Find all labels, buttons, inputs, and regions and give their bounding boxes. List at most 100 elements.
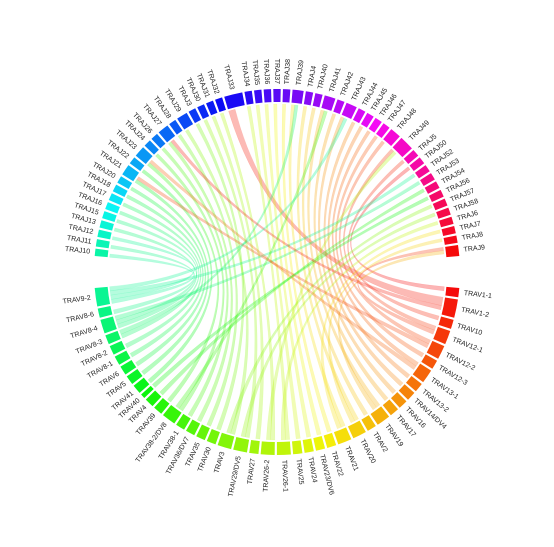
sector-label: TRAV27 xyxy=(247,458,257,485)
chord-link xyxy=(331,130,419,367)
sector xyxy=(145,390,162,407)
chord-link xyxy=(301,107,368,416)
sector-label: TRAJ35 xyxy=(251,60,261,86)
sector xyxy=(445,286,460,298)
chord-link xyxy=(113,227,197,329)
sector xyxy=(186,419,201,436)
sector-label: TRAV8-4 xyxy=(70,325,99,340)
sector-label: TRAJ34 xyxy=(240,61,251,87)
sector xyxy=(94,248,109,258)
links xyxy=(109,103,445,441)
sector xyxy=(112,184,128,197)
sector xyxy=(313,436,326,451)
sector xyxy=(95,239,110,249)
sector xyxy=(254,89,263,104)
sector-label: TRAV12-1 xyxy=(451,336,484,354)
sector xyxy=(390,392,407,408)
sector xyxy=(405,375,422,392)
sector xyxy=(102,211,117,222)
sector xyxy=(441,297,458,318)
chord-link xyxy=(273,103,322,436)
chord-link xyxy=(246,105,290,441)
chord-link xyxy=(141,169,213,384)
sector xyxy=(154,398,170,414)
sector xyxy=(432,198,448,211)
sector xyxy=(398,384,415,400)
chord-link xyxy=(266,150,397,441)
sector xyxy=(109,340,126,355)
sector-label: TRAV26-2 xyxy=(263,459,272,492)
sector xyxy=(421,354,438,369)
sector-label: TRAJ40 xyxy=(317,64,330,90)
sector-label: TRAJ11 xyxy=(66,235,92,246)
chord-link xyxy=(264,104,312,438)
sector-label: TRAV29/DV5 xyxy=(228,455,243,497)
sector xyxy=(141,385,154,398)
chord-link xyxy=(177,133,238,427)
chord-link xyxy=(327,238,443,424)
sector-label: TRAJ10 xyxy=(65,246,91,256)
sector-label: TRAV20 xyxy=(359,438,377,464)
chord-link xyxy=(307,109,381,408)
sector-label: TRAJ12 xyxy=(68,224,94,236)
sector xyxy=(97,229,112,240)
sector xyxy=(291,440,303,455)
sector-label: TRAV22 xyxy=(330,450,344,477)
sector xyxy=(370,406,390,425)
sector-label: TRAV10 xyxy=(456,323,483,337)
sector xyxy=(368,117,382,133)
sector xyxy=(120,359,137,375)
sector xyxy=(97,306,113,318)
chord-link xyxy=(211,115,264,440)
sector xyxy=(282,89,291,103)
chord-link xyxy=(335,135,425,358)
chord-link xyxy=(195,122,245,431)
sector xyxy=(321,95,336,111)
sector xyxy=(428,189,444,202)
sector-label: TRAV8-6 xyxy=(66,311,95,324)
sector xyxy=(414,165,430,179)
chord-link xyxy=(343,148,437,331)
chord-link xyxy=(357,246,444,335)
sector-label: TRAJ37 xyxy=(273,59,280,84)
sector xyxy=(303,91,314,106)
sector xyxy=(403,150,419,164)
sector xyxy=(260,441,275,455)
sector xyxy=(215,97,226,113)
sector xyxy=(424,181,440,194)
chord-link xyxy=(313,113,389,402)
sector-label: TRAJ9 xyxy=(463,244,485,253)
sector-label: TRAV3 xyxy=(213,451,226,474)
sector xyxy=(383,129,400,146)
sector xyxy=(302,438,314,453)
sector xyxy=(105,202,120,214)
chord-link xyxy=(170,139,442,311)
chord-link xyxy=(185,129,249,435)
chord-link xyxy=(226,204,433,434)
sector-label: TRAV21 xyxy=(343,445,359,472)
chord-link xyxy=(288,104,346,428)
sector xyxy=(108,193,124,206)
sector xyxy=(117,176,133,190)
sector xyxy=(443,235,458,245)
sector-label: TRAV25 xyxy=(295,458,305,485)
sector xyxy=(133,377,150,393)
sector xyxy=(392,137,412,158)
chord-link xyxy=(318,116,397,395)
sector xyxy=(94,286,111,307)
sector xyxy=(233,437,250,453)
sector xyxy=(441,226,456,237)
sector xyxy=(445,244,460,258)
chord-link xyxy=(338,140,431,345)
sector xyxy=(206,100,218,116)
sector xyxy=(188,108,202,124)
chord-link xyxy=(350,166,445,292)
sector xyxy=(122,165,140,182)
sector xyxy=(433,326,451,345)
chord-link xyxy=(327,125,411,379)
chord-link xyxy=(296,105,359,422)
sector xyxy=(323,432,337,448)
sector xyxy=(244,90,254,105)
sector xyxy=(376,123,390,138)
